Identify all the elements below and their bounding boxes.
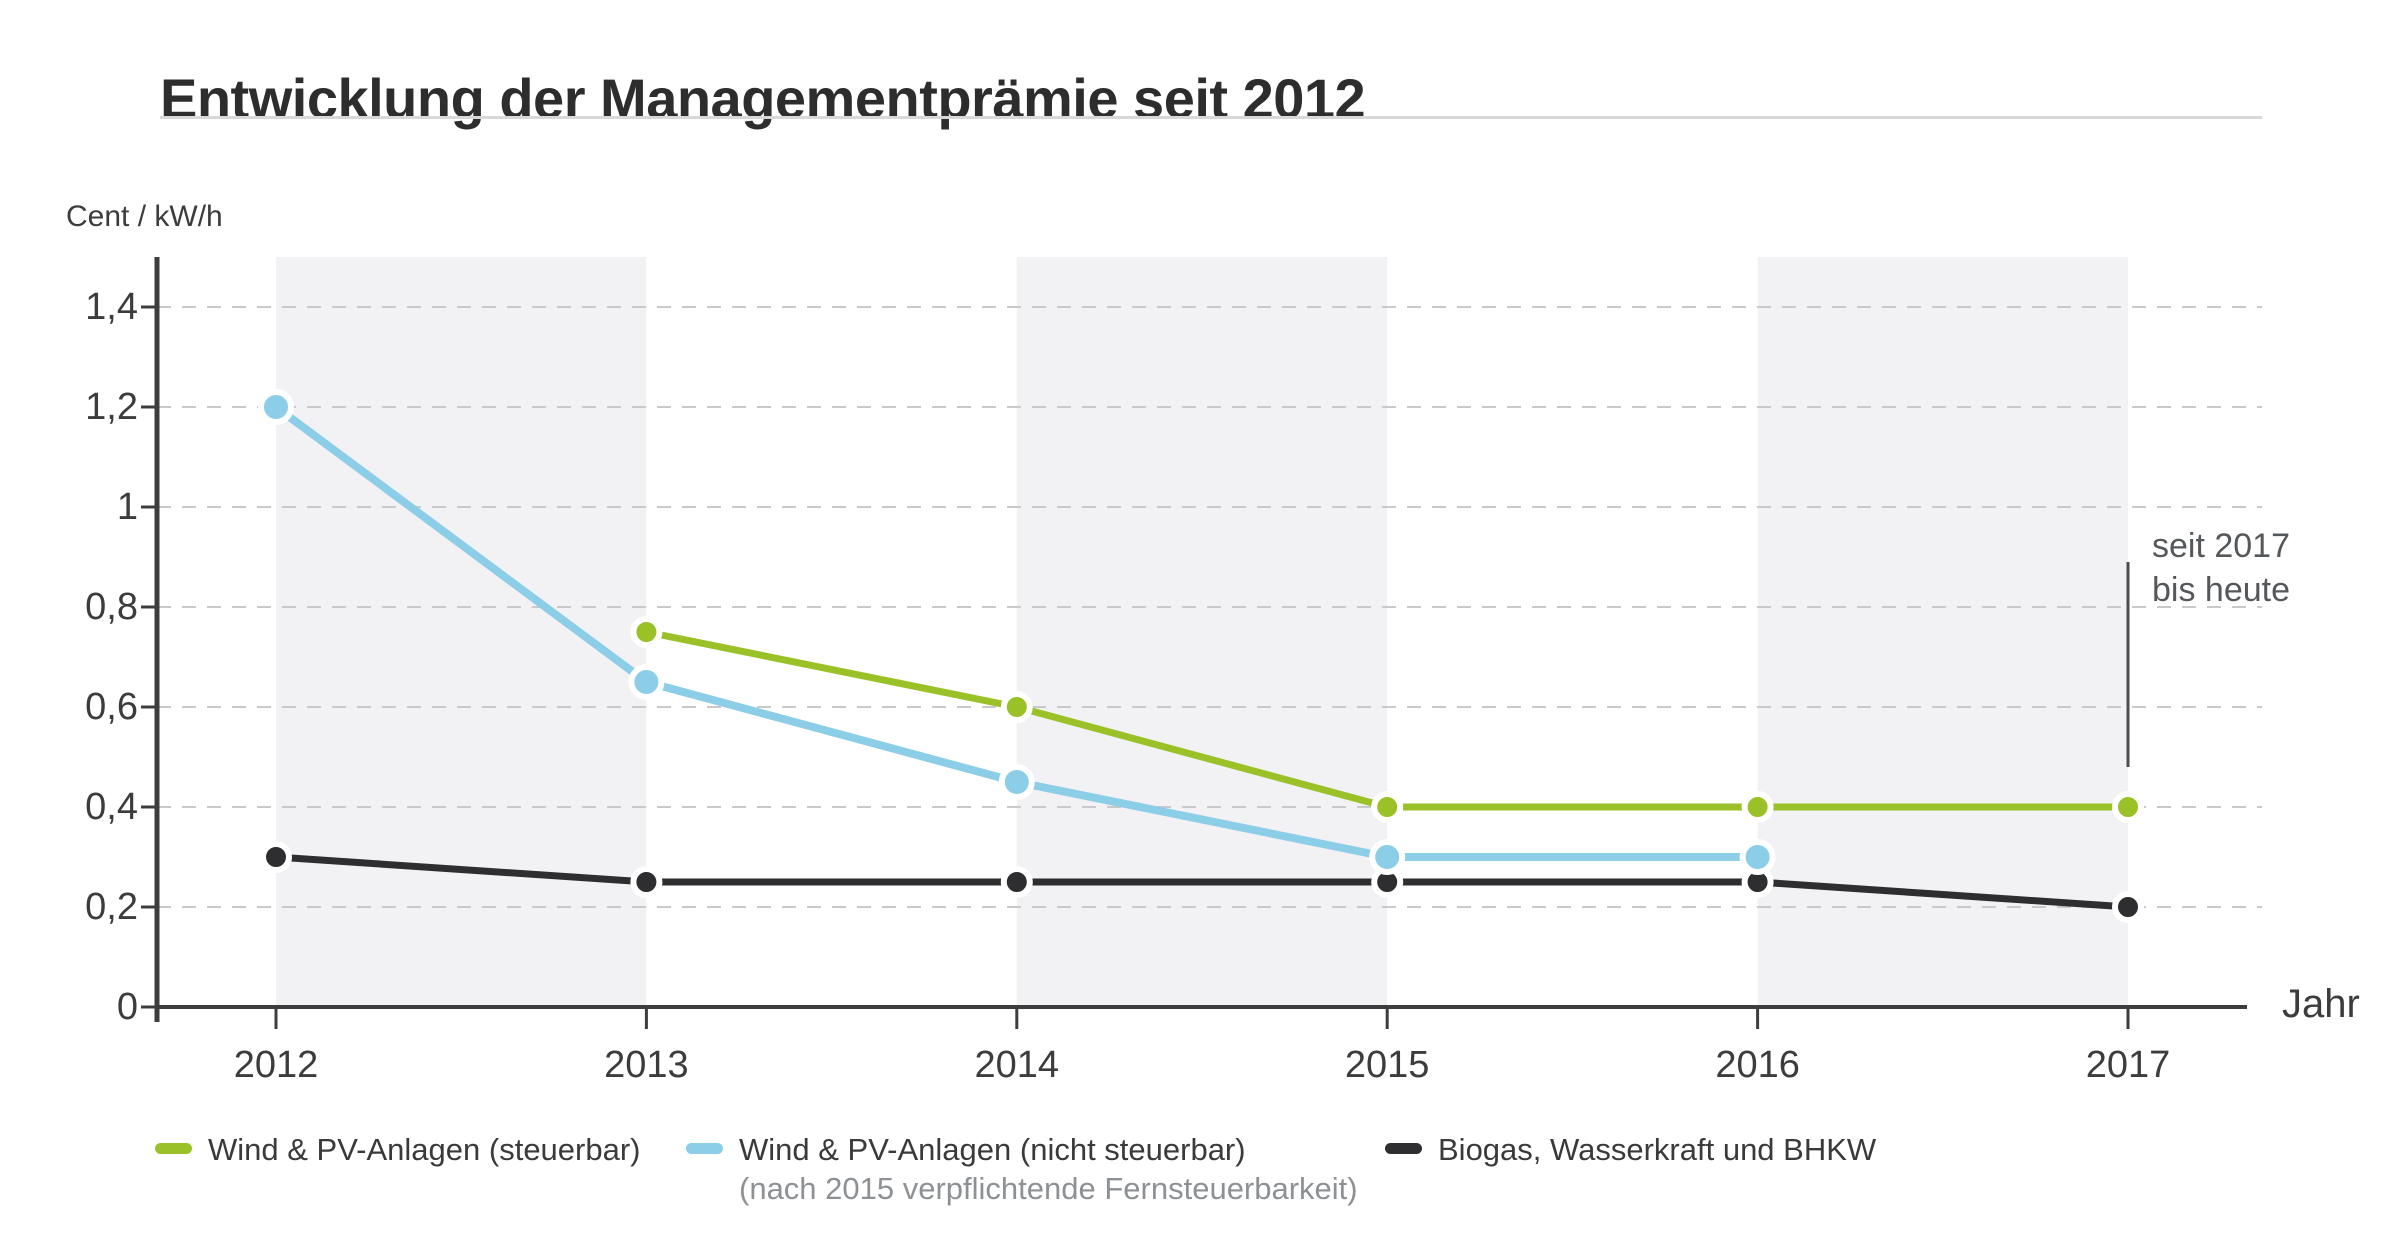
annotation-seit-2017: seit 2017 bis heute: [2152, 524, 2290, 612]
title-divider: [160, 116, 2262, 119]
data-point-2012-0,3: [260, 841, 292, 873]
y-axis-unit-label: Cent / kW/h: [66, 200, 223, 233]
page-title: Entwicklung der Managementprämie seit 20…: [160, 66, 1366, 130]
data-point-2013-0,65: [628, 664, 665, 700]
chart-legend: Wind & PV-Anlagen (steuerbar) Wind & PV-…: [0, 1131, 2400, 1241]
x-axis-title: Jahr: [2282, 982, 2360, 1026]
x-tick-label-2014: 2014: [974, 1044, 1060, 1086]
y-tick-label: 0,8: [85, 586, 138, 628]
data-point-2014-0,25: [1000, 866, 1033, 898]
data-point-2017-0,2: [2112, 891, 2144, 923]
data-point-2013-0,25: [630, 866, 663, 898]
data-point-2014-0,45: [998, 764, 1035, 800]
legend-swatch-blue: [686, 1143, 723, 1154]
data-point-2012-1,2: [258, 389, 294, 425]
data-point-2013-0,75: [630, 616, 663, 648]
legend-label: Wind & PV-Anlagen (steuerbar): [208, 1132, 641, 1167]
x-tick-label-2016: 2016: [1715, 1044, 1800, 1086]
series-line-biogas-wasserkraft-und-bhkw: [272, 853, 2132, 911]
y-tick-label: 1,4: [85, 286, 138, 328]
x-tick-label-2013: 2013: [604, 1044, 689, 1086]
legend-item-wind-pv-steuerbar: Wind & PV-Anlagen (steuerbar): [155, 1131, 641, 1169]
shaded-band-2012-2013: [276, 257, 647, 1007]
annotation-line-2: bis heute: [2152, 571, 2290, 609]
shaded-band-2016-2017: [1757, 257, 2128, 1007]
annotation-line-1: seit 2017: [2152, 527, 2290, 565]
x-tick-label-2017: 2017: [2085, 1044, 2171, 1086]
y-tick-label: 0,2: [85, 886, 138, 928]
y-tick-label: 0,6: [85, 686, 138, 728]
legend-label: Wind & PV-Anlagen (nicht steuerbar): [739, 1132, 1246, 1167]
y-tick-label: 1,2: [85, 386, 138, 428]
legend-swatch-dark: [1385, 1143, 1422, 1154]
legend-swatch-green: [155, 1143, 192, 1154]
legend-sublabel: (nach 2015 verpflichtende Fernsteuerbark…: [739, 1171, 1358, 1206]
data-point-2015-0,3: [1369, 839, 1406, 875]
legend-item-biogas-wasserkraft-bhkw: Biogas, Wasserkraft und BHKW: [1385, 1131, 1876, 1169]
y-tick-label: 1: [116, 486, 138, 528]
data-point-2016-0,4: [1741, 791, 1774, 823]
data-point-2014-0,6: [1000, 691, 1033, 723]
y-tick-label: 0,4: [85, 786, 138, 828]
data-point-2016-0,3: [1739, 839, 1776, 875]
data-point-2017-0,4: [2112, 791, 2144, 823]
y-tick-label: 0: [116, 986, 138, 1028]
legend-label: Biogas, Wasserkraft und BHKW: [1438, 1132, 1877, 1167]
x-tick-label-2015: 2015: [1344, 1044, 1430, 1086]
legend-item-wind-pv-nicht-steuerbar: Wind & PV-Anlagen (nicht steuerbar) (nac…: [686, 1131, 1358, 1209]
shaded-band-2014-2015: [1016, 257, 1388, 1007]
x-tick-label-2012: 2012: [233, 1044, 319, 1086]
data-point-2015-0,4: [1371, 791, 1404, 823]
